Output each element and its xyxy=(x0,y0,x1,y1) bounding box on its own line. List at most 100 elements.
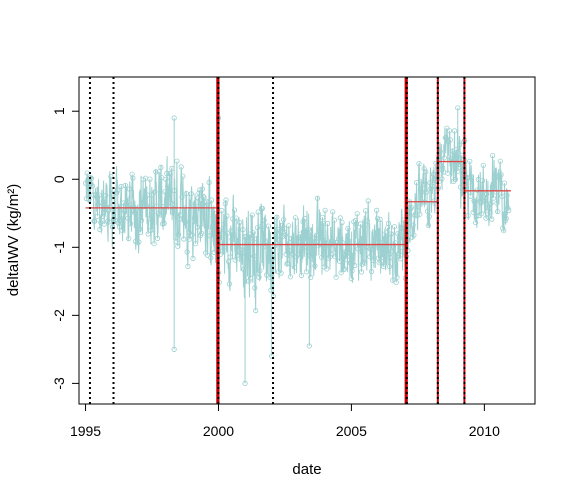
data-point xyxy=(386,264,392,270)
data-point xyxy=(154,235,161,241)
segment-mean-layer xyxy=(85,160,511,246)
data-point xyxy=(276,237,282,243)
data-point xyxy=(387,254,393,261)
data-point xyxy=(108,174,114,180)
data-point xyxy=(192,215,198,221)
data-point xyxy=(373,235,379,241)
data-point xyxy=(151,241,157,247)
data-point xyxy=(280,233,286,240)
data-point xyxy=(107,204,113,210)
data-point xyxy=(172,212,178,218)
data-point xyxy=(237,219,243,226)
data-point xyxy=(374,207,380,213)
data-point xyxy=(210,214,216,220)
data-point xyxy=(253,307,259,314)
data-point xyxy=(188,191,194,197)
data-point xyxy=(393,279,399,285)
data-point xyxy=(349,268,355,274)
data-point xyxy=(315,243,321,249)
data-point xyxy=(283,251,289,257)
outlier-point xyxy=(306,343,312,349)
data-point xyxy=(500,225,506,231)
data-point xyxy=(337,215,343,221)
data-point xyxy=(178,164,184,170)
data-point xyxy=(161,220,167,226)
data-point xyxy=(414,213,420,219)
data-point xyxy=(297,231,304,237)
data-point xyxy=(265,223,271,229)
data-point xyxy=(149,192,155,198)
data-point xyxy=(491,177,497,183)
data-point xyxy=(408,204,414,211)
data-point xyxy=(339,220,345,226)
data-point xyxy=(207,233,213,239)
y-tick-label: 0 xyxy=(51,175,67,183)
data-point xyxy=(112,217,118,223)
data-point xyxy=(418,186,424,193)
data-point xyxy=(319,254,325,260)
data-point xyxy=(204,252,210,258)
data-point xyxy=(286,248,293,254)
data-point xyxy=(389,249,395,255)
data-point xyxy=(103,193,109,199)
data-point xyxy=(240,227,246,233)
data-point xyxy=(473,220,479,226)
data-point xyxy=(344,250,350,256)
data-point xyxy=(82,180,89,186)
data-point xyxy=(466,175,472,181)
data-point xyxy=(145,231,151,237)
data-point xyxy=(220,248,226,254)
outlier-point xyxy=(269,353,275,359)
data-point xyxy=(319,214,326,220)
data-point xyxy=(490,195,497,201)
data-point xyxy=(261,217,267,223)
data-point xyxy=(413,179,420,186)
data-point xyxy=(467,193,474,199)
data-point xyxy=(99,213,106,220)
data-point xyxy=(411,232,417,238)
data-point xyxy=(356,241,362,247)
data-point xyxy=(297,251,303,257)
data-point xyxy=(92,218,98,224)
data-point xyxy=(223,197,229,203)
data-point xyxy=(153,169,159,175)
data-point xyxy=(484,191,490,197)
data-point xyxy=(383,230,389,236)
data-point xyxy=(418,189,425,195)
data-point xyxy=(199,186,205,192)
data-point xyxy=(494,200,500,206)
data-point xyxy=(185,263,191,269)
y-tick-label: -3 xyxy=(51,377,67,390)
data-point xyxy=(274,214,280,220)
data-point xyxy=(166,170,172,176)
data-point xyxy=(219,207,225,214)
data-point xyxy=(157,212,163,218)
data-point xyxy=(209,197,215,203)
data-point xyxy=(499,193,505,199)
data-point xyxy=(350,254,356,260)
data-point xyxy=(137,226,143,232)
y-tick-label: 1 xyxy=(51,107,67,115)
data-point xyxy=(447,137,453,143)
data-point xyxy=(504,192,510,198)
data-point xyxy=(455,168,461,174)
data-point xyxy=(129,171,135,177)
data-point xyxy=(248,235,254,241)
data-point xyxy=(100,198,106,204)
data-point xyxy=(120,216,126,222)
data-point xyxy=(313,232,320,238)
data-point xyxy=(285,260,291,266)
data-point xyxy=(503,215,509,222)
data-point xyxy=(258,224,264,230)
data-point xyxy=(122,182,128,189)
outlier-point xyxy=(171,115,177,121)
data-point xyxy=(384,240,390,247)
data-point xyxy=(162,189,168,195)
data-point xyxy=(249,212,255,218)
data-point xyxy=(352,217,359,223)
data-point xyxy=(198,230,205,236)
data-point xyxy=(467,158,473,164)
data-point xyxy=(242,233,248,239)
data-point xyxy=(170,208,176,215)
data-point xyxy=(269,255,276,261)
